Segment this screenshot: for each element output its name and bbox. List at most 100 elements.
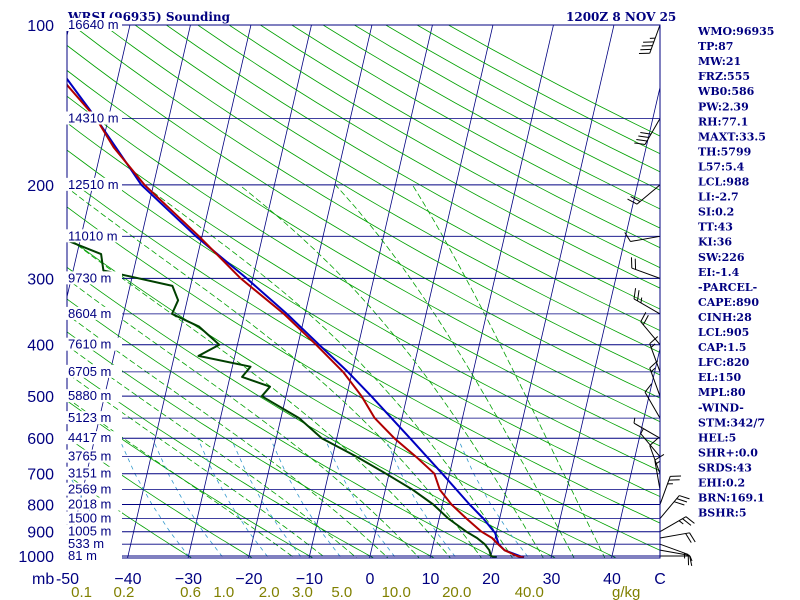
wind-barb-half-flag [650,367,656,373]
thermo-grid [67,25,660,558]
height-label-bg [66,431,122,445]
wind-barb-flag [644,383,653,393]
pressure-tick-label: 300 [27,271,54,288]
sounding-index: STM:342/7 [698,416,765,429]
parcel-profile-line [67,77,525,558]
dry-adiabat [67,331,436,558]
mixing-ratio-line [457,438,530,558]
wind-barb [633,288,661,315]
wind-barb-staff [659,532,690,539]
sounding-index: BSHR:5 [698,507,747,520]
mixing-ratio-line [197,438,270,558]
dry-adiabat [67,436,254,558]
wind-barb [640,428,661,457]
height-label: 1005 m [68,524,111,539]
mixing-ratio-label: 0.6 [180,584,201,600]
temperature-tick-label: 20 [482,571,500,588]
wind-barb [644,383,661,419]
dry-adiabat [67,206,660,551]
wind-barb-flag [685,533,692,543]
mixing-ratio-label: 0.2 [114,584,135,600]
temperature-tick-label: −30 [175,571,202,588]
temperature-tick-label: -50 [56,571,79,588]
wind-barb-flag [685,516,695,524]
sounding-index: TT:43 [698,221,733,234]
wind-barb-staff [659,476,671,505]
wind-barb-staff [649,24,661,54]
wind-barb-half-flag [678,520,684,525]
sounding-index: BRN:169.1 [698,492,765,505]
wind-barb [659,495,690,519]
wind-barb-flag [640,311,647,322]
isotherm-line [308,25,433,558]
wind-barb-flag [633,288,637,299]
sounding-index: LCL:905 [698,326,749,339]
wind-barb-flag [649,336,659,345]
height-label-bg [66,389,122,403]
pressure-tick-label: 200 [27,178,54,195]
mixing-ratio-line [269,438,342,558]
wind-barb-flag [642,315,649,326]
plot-frame [66,24,661,559]
mixing-ratio-line [324,438,397,558]
height-label-bg [66,511,122,525]
wind-barb-staff [649,367,661,397]
sounding-index: -WIND- [698,401,744,414]
wind-barb [659,532,696,543]
dry-adiabat [67,400,314,558]
temperature-tick-label: 0 [366,571,375,588]
height-label-bg [66,111,122,125]
dry-adiabat [67,122,660,472]
pressure-tick-label: 400 [27,338,54,355]
wind-barb-flag [624,232,631,242]
height-label-bg [66,482,122,496]
height-label-bg [66,411,122,425]
wind-barb-flag [634,142,646,145]
sounding-index: SW:226 [698,251,745,264]
moist-adiabat [67,314,389,558]
sounding-index: L57:5.4 [698,160,745,173]
height-label: 6705 m [68,364,111,379]
height-label: 3765 m [68,449,111,464]
sounding-index: CINH:28 [698,311,752,324]
dry-adiabat [72,25,660,376]
dry-adiabat [67,298,496,558]
temperature-tick-label: 30 [543,571,561,588]
wind-barb-staff [640,433,661,457]
wind-barb-flag [689,555,693,567]
height-label: 5123 m [68,410,111,425]
dry-adiabat [67,266,557,558]
isotherm-line [187,25,312,558]
height-label: 11010 m [68,228,118,243]
temperature-tick-label: −40 [114,571,141,588]
dry-adiabat [67,69,660,423]
dry-adiabat [67,44,660,399]
wind-barb-half-flag [633,417,636,424]
moist-adiabat [335,184,575,558]
height-label-bg [66,537,122,551]
sounding-index: CAP:1.5 [698,341,746,354]
wind-barb [624,232,661,243]
moist-adiabat [67,236,451,558]
wind-barb-staff [649,445,661,474]
height-label: 3151 m [68,466,111,481]
height-label: 9730 m [68,270,111,285]
sounding-index: HEL:5 [698,431,736,444]
wind-barb-staff [649,343,661,373]
wind-barb [659,475,682,505]
height-label-bg [66,524,122,538]
mixing-ratio-label: 20.0 [442,584,471,600]
sounding-index: EI:-1.4 [698,266,740,279]
wind-barb [649,438,661,474]
wind-barb-staff [633,298,661,315]
dry-adiabat [260,25,660,249]
isotherm-line [611,346,660,558]
mixing-ratio-label: 0.1 [71,584,92,600]
dry-adiabat [67,474,193,558]
temperature-tick-label: −10 [296,571,323,588]
wind-barb-half-flag [640,297,643,303]
height-label: 81 m [68,548,97,563]
wind-barb-staff [659,543,689,555]
height-label-bg [66,497,122,511]
sounding-index: LI:-2.7 [698,191,739,204]
